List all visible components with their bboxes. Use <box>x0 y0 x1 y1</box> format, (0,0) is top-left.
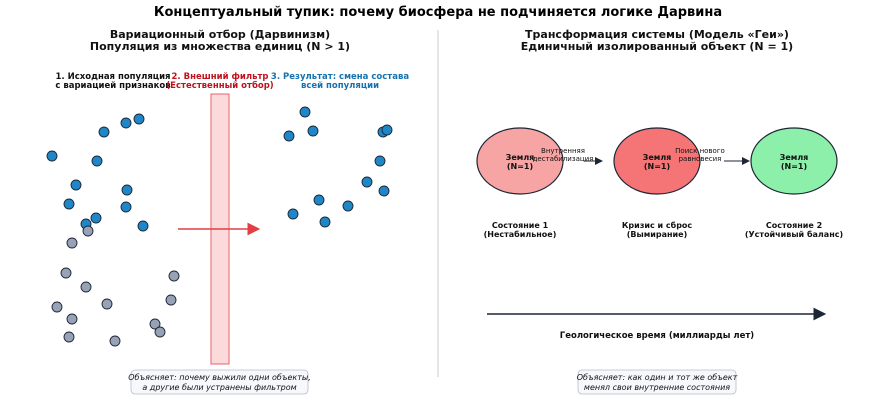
survivor-dot <box>342 200 354 212</box>
survivor-dot <box>361 176 373 188</box>
fit-individual-dot <box>137 220 149 232</box>
unfit-individual-dot <box>149 318 161 330</box>
right-subheading: Единичный изолированный объект (N = 1) <box>521 40 793 53</box>
earth-node-3-label-line1: Земля <box>780 153 809 162</box>
unfit-individual-dot <box>109 335 121 347</box>
earth-node-1-label-line2: (N=1) <box>507 162 533 171</box>
fit-individual-dot <box>91 155 103 167</box>
unfit-individual-dot <box>63 331 75 343</box>
step2-label-line1: 2. Внешний фильтр <box>172 72 269 82</box>
earth-node-1 <box>476 127 564 195</box>
survivor-dot <box>307 125 319 137</box>
step1-label-line2: с вариацией признаков <box>55 81 170 91</box>
unfit-individual-dot <box>165 294 177 306</box>
fit-individual-dot <box>70 179 82 191</box>
unfit-individual-dot <box>60 267 72 279</box>
right-note-box <box>577 369 737 395</box>
earth-node-1-label-line1: Земля <box>506 153 535 162</box>
step1-label-line1: 1. Исходная популяция <box>56 72 171 82</box>
state-1-caption-line2: (Нестабильное) <box>484 229 557 239</box>
survivor-dot <box>313 194 325 206</box>
survivor-dot <box>283 130 295 142</box>
survivor-dot <box>381 124 393 136</box>
left-subheading: Популяция из множества единиц (N > 1) <box>90 40 350 53</box>
right-heading: Трансформация системы (Модель «Геи») <box>525 28 789 41</box>
state-3-caption-line2: (Устойчивый баланс) <box>745 229 843 239</box>
survivor-dot <box>374 155 386 167</box>
transition-2-label-line1: Поиск нового <box>675 147 725 155</box>
left-heading: Вариационный отбор (Дарвинизм) <box>110 28 330 41</box>
fit-individual-dot <box>120 117 132 129</box>
transition-1-label-line1: Внутренняя <box>541 147 585 155</box>
state-2-caption-line1: Кризис и сброс <box>622 220 693 230</box>
time-axis-label: Геологическое время (миллиарды лет) <box>560 331 754 341</box>
left-note-line2: а другие были устранены фильтром <box>142 383 296 392</box>
earth-node-3-label-line2: (N=1) <box>781 162 807 171</box>
state-3-caption-line1: Состояние 2 <box>766 221 822 230</box>
left-note-box <box>130 369 309 395</box>
step3-label-line2: всей популяции <box>301 81 379 91</box>
unfit-individual-dot <box>168 270 180 282</box>
right-note-line2: менял свои внутренние состояния <box>584 383 730 392</box>
earth-node-2-label-line1: Земля <box>643 153 672 162</box>
survivor-dot <box>319 216 331 228</box>
survivor-dot <box>378 185 390 197</box>
fit-individual-dot <box>90 212 102 224</box>
unfit-individual-dot <box>101 298 113 310</box>
unfit-individual-dot <box>66 313 78 325</box>
fit-individual-dot <box>98 126 110 138</box>
unfit-individual-dot <box>66 237 78 249</box>
survivor-dot <box>287 208 299 220</box>
transition-2-label-line2: равновесия <box>679 155 722 163</box>
fit-individual-dot <box>63 198 75 210</box>
unfit-individual-dot <box>51 301 63 313</box>
unfit-individual-dot <box>154 326 166 338</box>
left-note-line1: Объясняет: почему выжили одни объекты, <box>128 373 311 382</box>
step2-label-line2: (Естественный отбор) <box>166 80 274 91</box>
fit-individual-dot <box>133 113 145 125</box>
fit-individual-dot <box>121 184 133 196</box>
unfit-individual-dot <box>80 281 92 293</box>
earth-node-3 <box>750 127 838 195</box>
initial-population <box>46 113 180 347</box>
right-note-line1: Объясняет: как один и тот же объект <box>577 373 738 382</box>
earth-node-2-label-line2: (N=1) <box>644 162 670 171</box>
main-title: Концептуальный тупик: почему биосфера не… <box>154 5 722 20</box>
result-population <box>283 106 393 228</box>
unfit-individual-dot <box>82 225 94 237</box>
survivor-dot <box>299 106 311 118</box>
transition-1-label-line2: дестабилизация <box>533 155 594 163</box>
state-1-caption-line1: Состояние 1 <box>492 221 549 230</box>
fit-individual-dot <box>46 150 58 162</box>
fit-individual-dot <box>120 201 132 213</box>
state-2-caption-line2: (Вымирание) <box>627 230 687 239</box>
earth-node-2 <box>613 127 701 195</box>
step3-label-line1: 3. Результат: смена состава <box>271 72 409 82</box>
